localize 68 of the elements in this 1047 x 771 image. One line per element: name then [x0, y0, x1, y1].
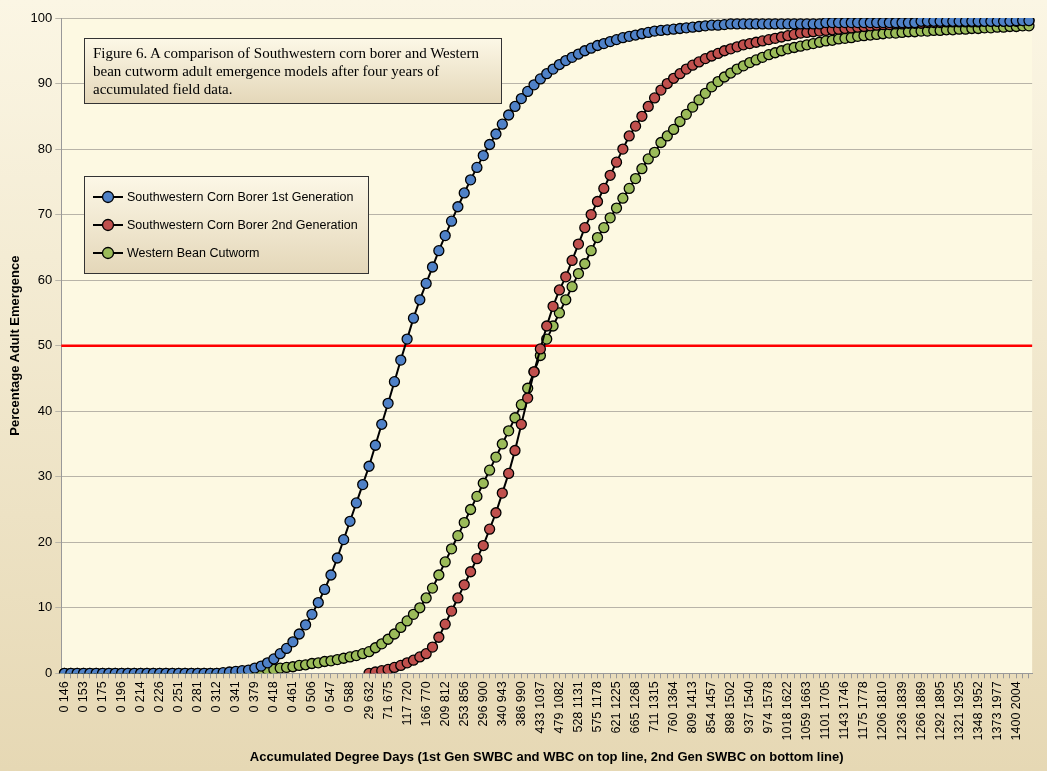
x-tick-label: 0 251 [171, 681, 186, 713]
x-tick-label: 711 1315 [647, 681, 662, 733]
x-tick-label: 296 900 [475, 681, 490, 727]
y-tick-label: 40 [37, 402, 53, 418]
x-tick-label: 0 312 [209, 681, 224, 713]
x-tick-label: 1175 1778 [856, 681, 871, 740]
y-tick-label: 20 [37, 533, 53, 549]
x-tick-label: 209 812 [437, 681, 452, 727]
x-tick-label: 760 1364 [666, 681, 681, 734]
x-tick-label: 1400 2004 [1008, 681, 1023, 741]
legend-label: Southwestern Corn Borer 2nd Generation [127, 218, 358, 232]
x-tick-label: 0 418 [266, 681, 281, 713]
x-tick-label: 1059 1663 [799, 681, 814, 741]
y-tick-label: 30 [37, 468, 53, 484]
x-tick-label: 253 856 [456, 681, 471, 727]
x-tick-label: 0 196 [114, 681, 129, 713]
x-tick-label: 0 226 [152, 681, 167, 713]
x-tick-label: 1143 1746 [837, 681, 852, 740]
x-tick-label: 71 675 [380, 681, 395, 720]
x-tick-label: 0 547 [323, 681, 338, 713]
x-tick-label: 0 506 [304, 681, 319, 713]
x-tick-label: 0 461 [285, 681, 300, 713]
x-tick-label: 0 341 [228, 681, 243, 713]
x-tick-label: 1348 1952 [970, 681, 985, 741]
y-tick-label: 0 [45, 664, 53, 680]
y-axis-title: Percentage Adult Emergence [7, 255, 23, 436]
x-tick-label: 0 153 [75, 681, 90, 713]
x-tick-label: 575 1178 [589, 681, 604, 733]
x-tick-label: 1373 1977 [989, 681, 1004, 741]
y-tick-label: 60 [37, 271, 53, 287]
x-tick-label: 0 214 [133, 681, 148, 713]
x-tick-label: 1101 1705 [818, 681, 833, 740]
x-tick-label: 340 943 [494, 681, 509, 727]
x-tick-label: 433 1037 [532, 681, 547, 734]
y-tick-label: 100 [30, 9, 53, 25]
x-tick-label: 1018 1622 [780, 681, 795, 741]
x-tick-label: 117 720 [399, 681, 414, 726]
x-tick-label: 0 588 [342, 681, 357, 713]
y-tick-label: 70 [37, 206, 53, 222]
y-tick-label: 90 [37, 75, 53, 91]
x-tick-label: 1266 1869 [913, 681, 928, 741]
x-tick-label: 386 990 [513, 681, 528, 727]
x-tick-label: 528 1131 [570, 681, 585, 733]
x-axis-title: Accumulated Degree Days (1st Gen SWBC and WBC on top line, 2nd Gen SWBC on bottom line) [249, 748, 844, 764]
x-tick-label: 1321 1925 [951, 681, 966, 741]
x-tick-label: 479 1082 [551, 681, 566, 734]
x-tick-label: 1236 1839 [894, 681, 909, 741]
x-tick-label: 0 379 [247, 681, 262, 713]
x-tick-label: 854 1457 [704, 681, 719, 734]
x-tick-label: 0 281 [190, 681, 205, 713]
x-tick-label: 974 1578 [761, 681, 776, 734]
x-tick-label: 166 770 [418, 681, 433, 727]
x-tick-label: 29 632 [361, 681, 376, 720]
y-tick-label: 80 [37, 140, 53, 156]
x-tick-label: 0 175 [94, 681, 109, 713]
legend-label: Western Bean Cutworm [127, 246, 260, 260]
x-tick-label: 621 1225 [608, 681, 623, 734]
text: Figure 6. A comparison of Southwestern corn borer and Western bean cutworm adult emergence models after four years of accumulated field data. [84, 38, 502, 104]
x-tick-label: 1206 1810 [875, 681, 890, 741]
x-tick-label: 665 1268 [628, 681, 643, 734]
y-tick-label: 10 [37, 599, 53, 615]
legend-label: Southwestern Corn Borer 1st Generation [127, 190, 354, 204]
x-tick-label: 937 1540 [742, 681, 757, 734]
x-tick-label: 898 1502 [723, 681, 738, 734]
y-tick-label: 50 [37, 337, 53, 353]
x-tick-label: 809 1413 [685, 681, 700, 734]
x-tick-label: 1292 1895 [932, 681, 947, 741]
x-tick-label: 0 146 [56, 681, 71, 713]
